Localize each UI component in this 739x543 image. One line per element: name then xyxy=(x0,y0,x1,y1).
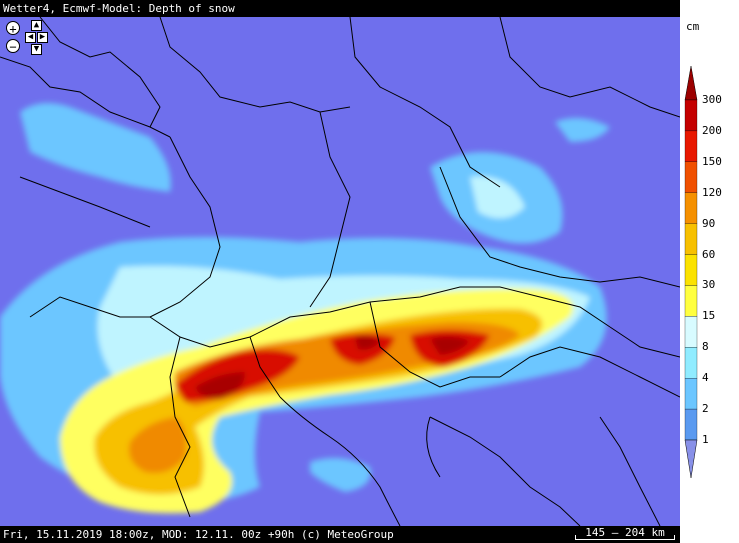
legend-swatch xyxy=(684,316,698,348)
pan-right-button[interactable]: ▶ xyxy=(37,32,48,43)
pan-control: ▲ ◀ ▶ ▼ xyxy=(25,20,49,56)
legend-panel: cm 300 200 150 120 90 60 30 15 8 4 2 1 xyxy=(680,0,739,543)
legend-swatch xyxy=(684,285,698,317)
legend-label: 8 xyxy=(702,340,709,354)
plus-icon: + xyxy=(9,22,17,36)
legend-swatch xyxy=(684,192,698,224)
legend-swatch xyxy=(684,161,698,193)
pan-down-button[interactable]: ▼ xyxy=(31,44,42,55)
legend-swatch xyxy=(684,223,698,255)
legend-label: 30 xyxy=(702,278,716,292)
legend-swatch xyxy=(684,378,698,410)
legend-swatch xyxy=(684,130,698,162)
scale-tick-right xyxy=(674,535,675,540)
scale-bar: 145 – 204 km xyxy=(575,526,675,543)
scale-line xyxy=(575,539,675,540)
legend-label: 2 xyxy=(702,402,709,416)
status-bar: Fri, 15.11.2019 18:00z, MOD: 12.11. 00z … xyxy=(0,526,680,543)
snow-depth-map[interactable] xyxy=(0,17,680,526)
legend-label: 15 xyxy=(702,309,716,323)
scale-label: 145 – 204 km xyxy=(585,526,665,539)
legend-swatch xyxy=(684,254,698,286)
pan-left-button[interactable]: ◀ xyxy=(25,32,36,43)
legend-label: 60 xyxy=(702,247,716,261)
legend-label: 200 xyxy=(702,123,722,137)
legend-swatch-top xyxy=(684,65,698,101)
legend-label: 1 xyxy=(702,433,709,446)
zoom-in-button[interactable]: + xyxy=(6,21,20,36)
legend-swatch xyxy=(684,408,698,441)
zoom-out-button[interactable]: − xyxy=(6,39,20,54)
legend-color-bar xyxy=(684,65,698,479)
pan-up-button[interactable]: ▲ xyxy=(31,20,42,31)
map-title: Wetter4, Ecmwf-Model: Depth of snow xyxy=(3,2,235,15)
arrow-up-icon: ▲ xyxy=(33,20,40,30)
legend-swatch xyxy=(684,347,698,379)
legend-label: 150 xyxy=(702,154,722,168)
title-bar: Wetter4, Ecmwf-Model: Depth of snow xyxy=(0,0,680,17)
legend-unit: cm xyxy=(686,20,700,33)
forecast-info: Fri, 15.11.2019 18:00z, MOD: 12.11. 00z … xyxy=(3,528,394,541)
arrow-right-icon: ▶ xyxy=(39,32,46,42)
legend-label: 300 xyxy=(702,93,722,106)
legend-swatch xyxy=(684,99,698,132)
arrow-left-icon: ◀ xyxy=(27,32,34,42)
arrow-down-icon: ▼ xyxy=(33,44,40,54)
country-borders xyxy=(0,17,680,526)
scale-tick-left xyxy=(575,535,576,540)
legend-label: 120 xyxy=(702,185,722,199)
snow-field xyxy=(0,103,610,514)
legend-label: 90 xyxy=(702,216,716,230)
legend-label: 4 xyxy=(702,371,709,385)
legend-swatch-bottom xyxy=(684,439,698,479)
minus-icon: − xyxy=(9,40,17,54)
